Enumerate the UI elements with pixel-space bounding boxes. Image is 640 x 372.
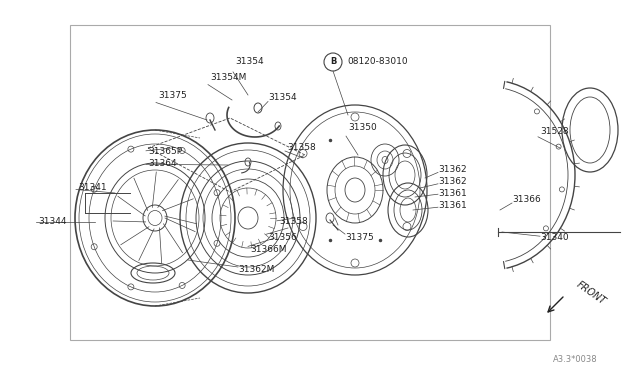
Text: 31375: 31375 xyxy=(345,234,374,243)
Text: 31341: 31341 xyxy=(78,183,107,192)
Text: 31362: 31362 xyxy=(438,177,467,186)
Text: 08120-83010: 08120-83010 xyxy=(347,58,408,67)
Text: 31362M: 31362M xyxy=(238,266,275,275)
Text: 31375: 31375 xyxy=(158,90,187,99)
Text: 31358: 31358 xyxy=(287,144,316,153)
Bar xyxy=(70,25,550,340)
Text: 31350: 31350 xyxy=(348,124,377,132)
Text: 31356: 31356 xyxy=(268,232,297,241)
Text: 31344: 31344 xyxy=(38,218,67,227)
Text: B: B xyxy=(330,58,336,67)
Text: 31366: 31366 xyxy=(512,196,541,205)
Text: 31366M: 31366M xyxy=(250,246,287,254)
Text: 31361: 31361 xyxy=(438,189,467,198)
Text: 31354: 31354 xyxy=(268,93,296,102)
Text: 31364: 31364 xyxy=(148,160,177,169)
Text: A3.3*0038: A3.3*0038 xyxy=(554,356,598,365)
Text: 31354: 31354 xyxy=(235,58,264,67)
Text: 31358: 31358 xyxy=(279,218,308,227)
Text: FRONT: FRONT xyxy=(575,279,608,307)
Text: 31362: 31362 xyxy=(438,166,467,174)
Text: 31340: 31340 xyxy=(540,234,568,243)
Circle shape xyxy=(324,53,342,71)
Text: 31354M: 31354M xyxy=(210,74,246,83)
Text: 31365P: 31365P xyxy=(148,148,182,157)
Text: 31361: 31361 xyxy=(438,202,467,211)
Text: 31528: 31528 xyxy=(540,128,568,137)
